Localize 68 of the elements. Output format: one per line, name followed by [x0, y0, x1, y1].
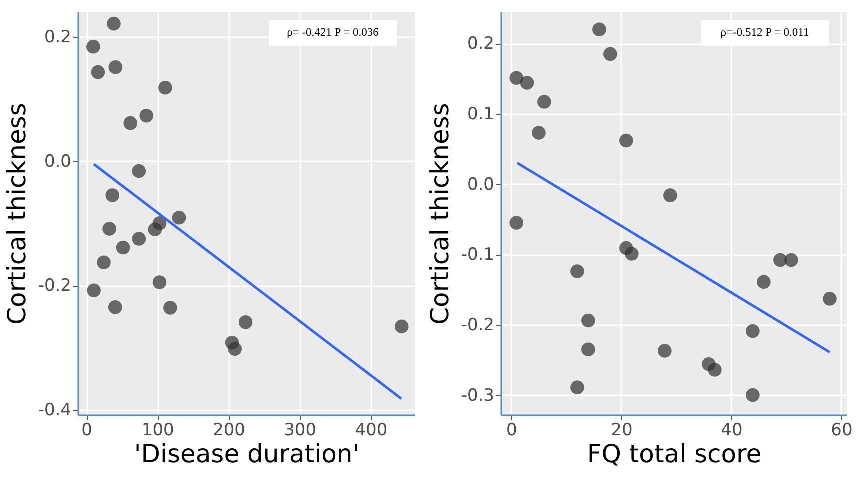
point	[708, 363, 722, 377]
annotation: ρ= -0.421 P = 0.036	[287, 27, 380, 39]
point	[570, 380, 584, 394]
point	[746, 388, 760, 402]
y-tick-label: 0.0	[467, 174, 494, 195]
point	[152, 216, 167, 230]
point	[746, 324, 760, 338]
y-axis-title: Cortical thickness	[2, 103, 32, 325]
x-tick-label: 400	[355, 420, 388, 440]
y-tick-label: 0.1	[467, 104, 494, 124]
point	[107, 16, 121, 31]
point	[784, 253, 798, 268]
point	[152, 276, 167, 290]
point	[164, 301, 178, 315]
point	[238, 315, 253, 330]
point	[172, 210, 186, 225]
point	[158, 80, 172, 95]
point	[102, 222, 116, 236]
y-tick-label: -0.2	[38, 276, 72, 296]
point	[625, 247, 639, 261]
point	[394, 320, 409, 334]
x-tick-label: 20	[611, 420, 633, 440]
y-tick-label: 0.2	[44, 27, 72, 48]
point	[132, 164, 146, 178]
point	[124, 116, 138, 130]
point	[108, 60, 123, 74]
x-axis-title: FQ total score	[587, 440, 762, 468]
x-tick-label: 300	[284, 420, 317, 440]
x-axis-title: 'Disease duration'	[134, 440, 360, 468]
point	[570, 264, 584, 278]
point	[132, 232, 146, 246]
point	[140, 108, 154, 123]
y-axis-title: Cortical thickness	[425, 103, 454, 325]
point	[510, 71, 524, 85]
point	[116, 240, 130, 255]
point	[86, 40, 100, 54]
x-tick-label: 0	[506, 420, 518, 440]
point	[108, 300, 122, 314]
x-tick-label: 60	[831, 420, 853, 440]
point	[87, 284, 101, 298]
point	[592, 22, 606, 36]
point	[520, 76, 534, 90]
point	[228, 342, 242, 356]
point	[604, 47, 618, 62]
point	[510, 216, 524, 230]
x-tick-label: 200	[213, 420, 246, 440]
point	[582, 314, 596, 328]
annotation: ρ=-0.512 P = 0.011	[720, 27, 810, 39]
y-tick-label: 0.0	[44, 152, 72, 172]
y-tick-label: -0.4	[38, 400, 72, 421]
point	[757, 275, 771, 289]
point	[538, 95, 552, 109]
point	[532, 126, 546, 140]
x-tick-label: 0	[82, 420, 92, 440]
point	[106, 188, 120, 202]
x-tick-label: 40	[721, 420, 743, 440]
point	[97, 256, 111, 270]
point	[91, 65, 106, 80]
point	[823, 292, 837, 306]
point	[620, 134, 634, 148]
y-tick-label: -0.1	[461, 245, 494, 266]
y-tick-label: -0.3	[461, 386, 494, 406]
point	[582, 342, 596, 356]
point	[658, 344, 672, 358]
x-tick-label: 100	[142, 420, 174, 440]
y-tick-label: -0.2	[461, 315, 494, 336]
y-tick-label: 0.2	[467, 34, 494, 54]
point	[664, 188, 678, 202]
